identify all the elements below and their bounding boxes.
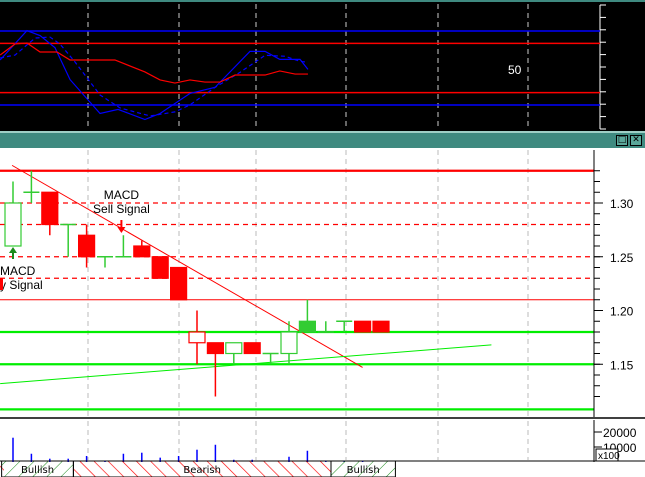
price-tick-label: 1.20: [610, 305, 634, 319]
candle-body: [298, 320, 316, 333]
annotation-text: MACD: [0, 264, 36, 278]
volume-multiplier-label: x100: [598, 451, 620, 462]
close-icon: ✕: [632, 135, 640, 145]
band-label: Bullish: [21, 465, 54, 476]
trend-line: [11, 164, 363, 368]
volume-tick-label: 20000: [603, 426, 637, 440]
candle-body: [151, 256, 169, 279]
candle-body: [188, 331, 206, 344]
candle-body: [372, 320, 390, 333]
candle-body: [0, 278, 3, 290]
indicator-series-line: [0, 29, 309, 121]
price-tick-label: 1.25: [610, 251, 634, 265]
price-tick-label: 1.15: [610, 358, 634, 372]
indicator-axis-label: 50: [508, 63, 522, 77]
indicator-series-line: [0, 42, 308, 84]
candle-body: [170, 266, 188, 301]
annotation-text: MACD: [104, 188, 140, 202]
candle-body: [133, 245, 151, 258]
candle-body: [354, 320, 372, 333]
buy-arrow-icon: [9, 247, 17, 253]
indicator-series-line: [0, 36, 309, 117]
trend-line: [0, 344, 492, 385]
restore-icon: □: [617, 135, 627, 145]
candle-body: [4, 202, 22, 247]
annotation-text: Sell Signal: [93, 202, 150, 216]
candle-body: [41, 191, 59, 226]
price-tick-label: 1.30: [610, 197, 634, 211]
annotation-text: y Signal: [0, 278, 43, 292]
candle-body: [206, 342, 224, 355]
candle-body: [243, 342, 261, 355]
candle-body: [280, 331, 298, 355]
band-label: Bearish: [183, 465, 221, 476]
candle-body: [77, 234, 96, 258]
candle-body: [225, 342, 243, 355]
price-panel-titlebar: [0, 131, 645, 148]
bullish-band: [330, 460, 396, 477]
close-button[interactable]: ✕: [630, 135, 642, 146]
indicator-panel: [0, 0, 645, 131]
sell-arrow-icon: [117, 227, 126, 233]
band-label: Bullish: [347, 465, 380, 476]
restore-button[interactable]: □: [616, 135, 628, 146]
